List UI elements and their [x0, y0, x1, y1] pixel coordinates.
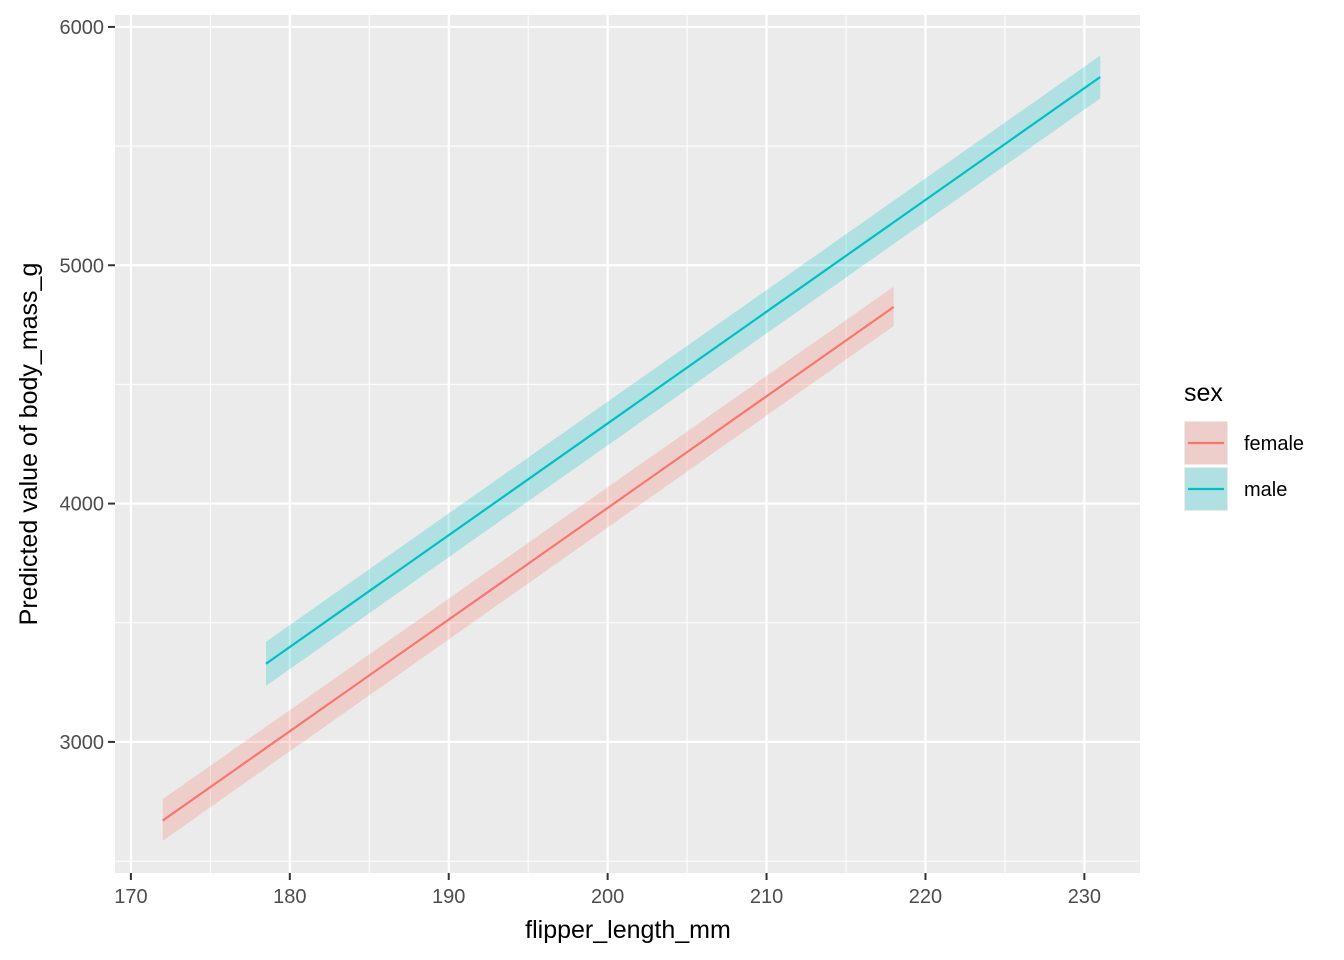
y-tick-label: 3000 — [60, 732, 105, 754]
x-tick-label: 220 — [909, 886, 942, 908]
x-tick-label: 190 — [432, 886, 465, 908]
panel-background — [115, 15, 1140, 873]
legend-title: sex — [1184, 379, 1223, 407]
x-axis: 170 180 190 200 210 220 230 — [114, 873, 1101, 908]
series-lines — [162, 76, 1101, 822]
grid-major — [115, 15, 1140, 873]
x-tick-label: 230 — [1068, 886, 1101, 908]
x-tick-label: 210 — [750, 886, 783, 908]
legend-label-male: male — [1244, 479, 1287, 501]
y-tick-label: 5000 — [60, 255, 105, 277]
y-tick-label: 4000 — [60, 494, 105, 516]
x-axis-title: flipper_length_mm — [525, 916, 731, 944]
line-male — [265, 76, 1101, 665]
y-axis: 3000 4000 5000 6000 — [60, 17, 115, 754]
legend-label-female: female — [1244, 433, 1304, 455]
y-axis-title: Predicted value of body_mass_g — [15, 263, 43, 626]
x-tick-label: 170 — [114, 886, 147, 908]
line-female — [162, 306, 895, 822]
grid-minor — [115, 15, 1140, 873]
y-tick-label: 6000 — [60, 17, 105, 39]
x-tick-label: 180 — [273, 886, 306, 908]
legend: sex female male — [1184, 379, 1304, 511]
x-tick-label: 200 — [591, 886, 624, 908]
